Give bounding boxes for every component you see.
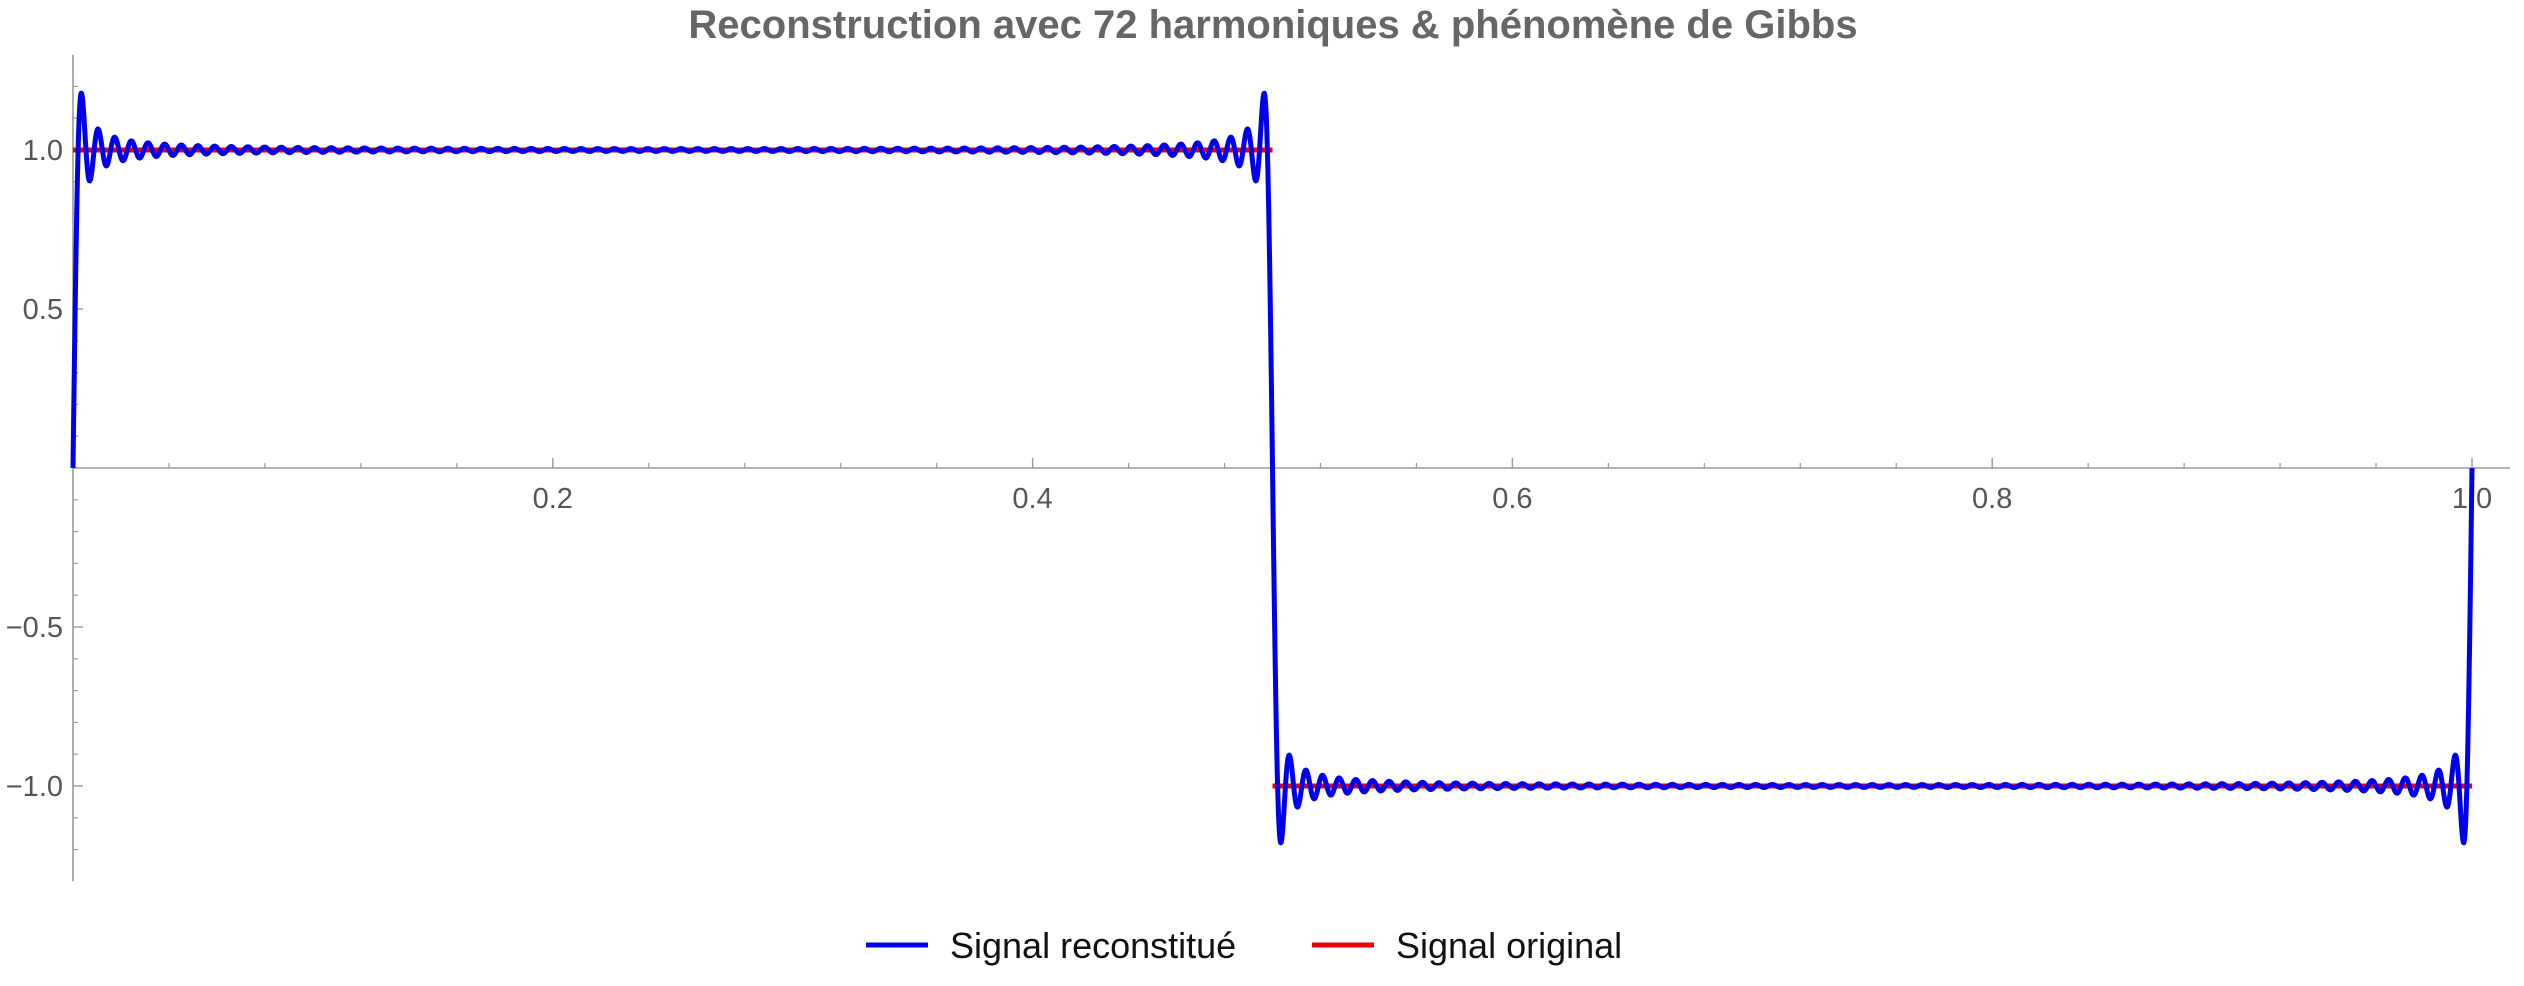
y-tick-label: −0.5 (6, 612, 63, 644)
reconstructed-signal-line (70, 90, 2475, 846)
legend-label-original: Signal original (1396, 925, 1622, 966)
tick-marks (73, 85, 2473, 851)
legend-label-reconstructed: Signal reconstitué (950, 925, 1236, 966)
tick-labels: 0.2 0.4 0.6 0.8 1.01.00.5−0.5−1.0 (6, 135, 2492, 803)
y-tick-label: 1.0 (23, 135, 63, 167)
x-tick-label: 0.2 (533, 483, 573, 515)
x-tick-label: 0.4 (1012, 483, 1052, 515)
x-tick-label: 0.6 (1492, 483, 1532, 515)
legend: Signal reconstitué Signal original (866, 925, 1622, 966)
y-tick-label: 0.5 (23, 294, 63, 326)
chart-title: Reconstruction avec 72 harmoniques & phé… (688, 3, 1857, 47)
x-tick-label: 0.8 (1972, 483, 2012, 515)
y-tick-label: −1.0 (6, 771, 63, 803)
series-layer (70, 90, 2475, 846)
